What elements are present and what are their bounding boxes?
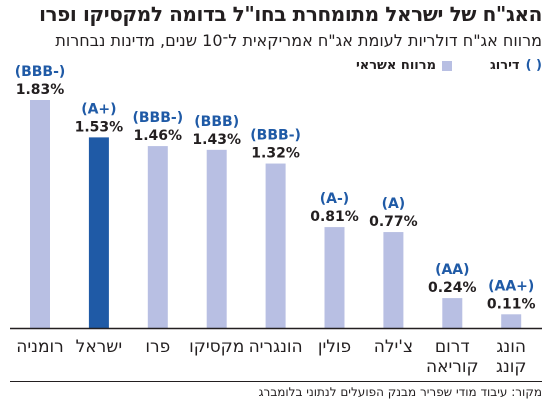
bar xyxy=(265,163,286,328)
category-label: קונג xyxy=(496,357,527,377)
rating-label: (A-) xyxy=(320,191,349,207)
category-label: הונג xyxy=(496,337,526,357)
value-label: 1.46% xyxy=(134,128,183,144)
category-label: מקסיקו xyxy=(189,337,244,357)
category-label: רומניה xyxy=(16,337,64,357)
bar xyxy=(206,149,227,328)
value-label: 1.32% xyxy=(251,146,300,162)
value-label: 0.24% xyxy=(428,280,477,296)
bar xyxy=(383,232,404,328)
rating-label: (BBB-) xyxy=(250,128,301,144)
category-label: קוריאה xyxy=(426,357,479,377)
chart-subtitle: מרווח אג"ח דולריות לעומת אג"ח אמריקאית ל… xyxy=(55,31,542,50)
legend-rating-label: דירוג xyxy=(490,58,520,73)
rating-label: (A+) xyxy=(81,101,116,117)
category-label: הונגריה xyxy=(249,337,303,357)
category-label: פרו xyxy=(145,337,170,357)
bar xyxy=(30,100,50,328)
category-label: דרום xyxy=(435,337,470,357)
rating-label: (AA+) xyxy=(488,278,534,294)
rating-label: (A) xyxy=(382,196,406,212)
category-label: צ'ילה xyxy=(374,337,413,357)
bar xyxy=(147,146,168,328)
category-label: ישראל xyxy=(76,337,122,357)
value-label: 0.81% xyxy=(310,209,359,225)
legend: ( ) דירוג מרווח אשראי xyxy=(356,58,542,73)
bar xyxy=(501,314,522,328)
value-label: 1.83% xyxy=(16,82,65,98)
value-label: 0.77% xyxy=(369,214,418,230)
rating-label: (BBB-) xyxy=(15,64,66,80)
rating-label: (BBB) xyxy=(194,114,239,130)
category-label: פולין xyxy=(318,337,351,357)
bar xyxy=(324,227,345,328)
chart-title: האג"ח של ישראל מתומחרת בחו"ל בדומה למקסי… xyxy=(39,2,542,26)
source-note: מקור: עיבוד מודי שפריר מבנק הפועלים לנתו… xyxy=(258,385,542,399)
legend-rating-marker: ( ) xyxy=(525,58,542,73)
legend-spread-label: מרווח אשראי xyxy=(355,58,436,73)
rating-label: (AA) xyxy=(435,262,469,278)
value-label: 1.43% xyxy=(192,132,241,148)
legend-spread-swatch xyxy=(442,60,452,71)
value-label: 0.11% xyxy=(487,296,536,312)
bar xyxy=(88,137,109,328)
rating-label: (BBB-) xyxy=(132,110,183,126)
value-label: 1.53% xyxy=(75,119,124,135)
bar xyxy=(442,298,463,328)
